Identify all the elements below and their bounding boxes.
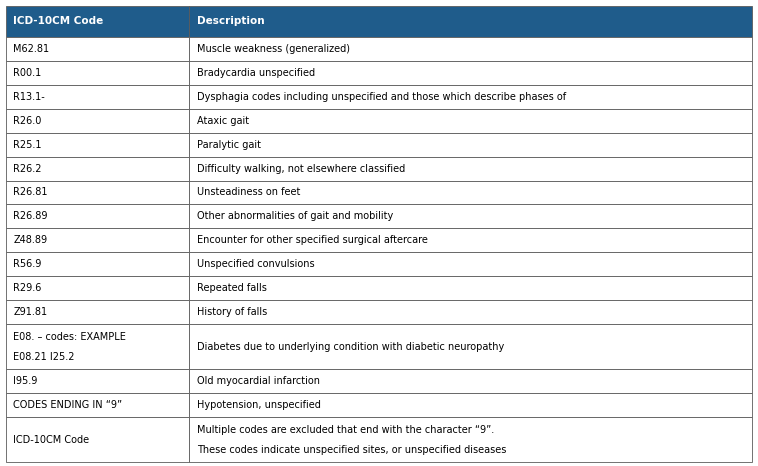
Bar xyxy=(189,37,752,61)
Text: Paralytic gait: Paralytic gait xyxy=(197,140,262,150)
Bar xyxy=(6,6,189,37)
Text: Description: Description xyxy=(197,16,265,26)
Text: E08. – codes: EXAMPLE: E08. – codes: EXAMPLE xyxy=(14,332,127,342)
Bar xyxy=(189,276,752,300)
Text: Difficulty walking, not elsewhere classified: Difficulty walking, not elsewhere classi… xyxy=(197,164,406,173)
Bar xyxy=(189,369,752,393)
Text: Dysphagia codes including unspecified and those which describe phases of: Dysphagia codes including unspecified an… xyxy=(197,92,566,102)
Bar xyxy=(6,61,189,85)
Text: E08.21 I25.2: E08.21 I25.2 xyxy=(14,352,75,362)
Bar xyxy=(6,133,189,157)
Bar xyxy=(189,205,752,228)
Text: R26.81: R26.81 xyxy=(14,187,48,198)
Bar xyxy=(6,180,189,205)
Text: Hypotension, unspecified: Hypotension, unspecified xyxy=(197,400,321,410)
Text: These codes indicate unspecified sites, or unspecified diseases: These codes indicate unspecified sites, … xyxy=(197,445,506,455)
Text: Repeated falls: Repeated falls xyxy=(197,283,267,293)
Bar xyxy=(189,253,752,276)
Bar xyxy=(6,157,189,180)
Bar xyxy=(189,228,752,253)
Text: Encounter for other specified surgical aftercare: Encounter for other specified surgical a… xyxy=(197,235,428,246)
Text: ICD-10CM Code: ICD-10CM Code xyxy=(14,16,104,26)
Bar xyxy=(6,417,189,462)
Bar xyxy=(189,6,752,37)
Text: R00.1: R00.1 xyxy=(14,68,42,78)
Text: M62.81: M62.81 xyxy=(14,44,49,54)
Bar xyxy=(6,300,189,324)
Text: Muscle weakness (generalized): Muscle weakness (generalized) xyxy=(197,44,350,54)
Text: Ataxic gait: Ataxic gait xyxy=(197,116,249,126)
Text: Multiple codes are excluded that end with the character “9”.: Multiple codes are excluded that end wit… xyxy=(197,425,494,435)
Text: R13.1-: R13.1- xyxy=(14,92,45,102)
Bar xyxy=(189,133,752,157)
Bar xyxy=(189,300,752,324)
Bar xyxy=(6,37,189,61)
Bar xyxy=(189,324,752,369)
Bar xyxy=(189,180,752,205)
Bar xyxy=(6,324,189,369)
Text: Diabetes due to underlying condition with diabetic neuropathy: Diabetes due to underlying condition wit… xyxy=(197,342,505,352)
Bar xyxy=(189,393,752,417)
Bar xyxy=(189,61,752,85)
Bar xyxy=(6,369,189,393)
Text: I95.9: I95.9 xyxy=(14,376,38,386)
Bar xyxy=(6,276,189,300)
Bar xyxy=(6,85,189,109)
Text: Unsteadiness on feet: Unsteadiness on feet xyxy=(197,187,301,198)
Bar xyxy=(6,228,189,253)
Text: CODES ENDING IN “9”: CODES ENDING IN “9” xyxy=(14,400,123,410)
Text: R56.9: R56.9 xyxy=(14,259,42,269)
Bar xyxy=(6,253,189,276)
Text: Z48.89: Z48.89 xyxy=(14,235,48,246)
Text: R26.0: R26.0 xyxy=(14,116,42,126)
Text: R25.1: R25.1 xyxy=(14,140,42,150)
Bar xyxy=(189,157,752,180)
Text: History of falls: History of falls xyxy=(197,307,268,317)
Text: Bradycardia unspecified: Bradycardia unspecified xyxy=(197,68,315,78)
Text: ICD-10CM Code: ICD-10CM Code xyxy=(14,435,89,445)
Bar xyxy=(6,393,189,417)
Text: Unspecified convulsions: Unspecified convulsions xyxy=(197,259,315,269)
Bar xyxy=(6,205,189,228)
Text: R26.89: R26.89 xyxy=(14,212,48,221)
Text: Old myocardial infarction: Old myocardial infarction xyxy=(197,376,320,386)
Bar xyxy=(189,109,752,133)
Bar xyxy=(6,109,189,133)
Text: Other abnormalities of gait and mobility: Other abnormalities of gait and mobility xyxy=(197,212,393,221)
Bar xyxy=(189,417,752,462)
Text: R29.6: R29.6 xyxy=(14,283,42,293)
Text: Z91.81: Z91.81 xyxy=(14,307,48,317)
Bar xyxy=(189,85,752,109)
Text: R26.2: R26.2 xyxy=(14,164,42,173)
